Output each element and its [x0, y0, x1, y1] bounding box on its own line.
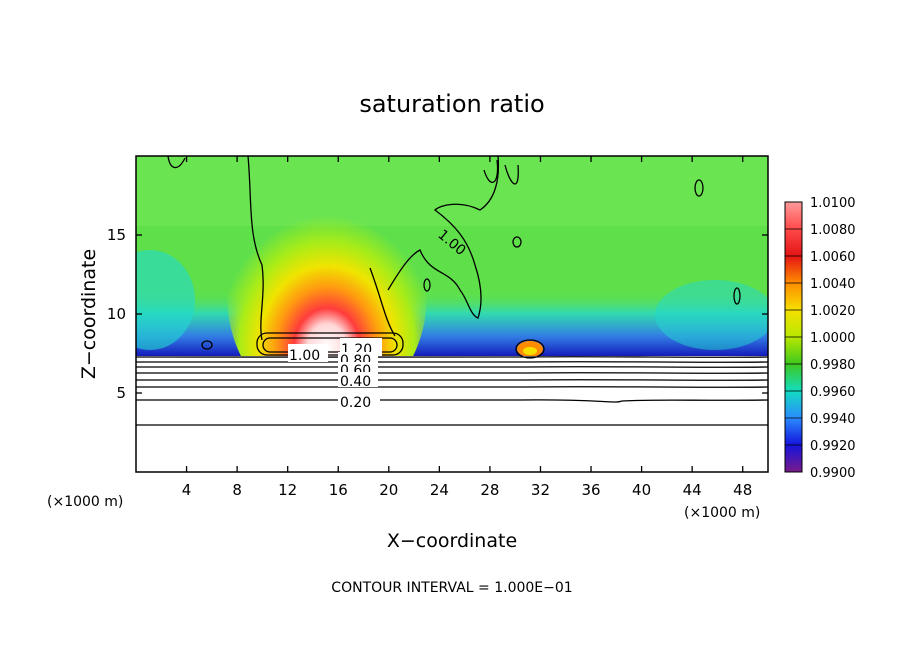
contour-line-1.00-right: [369, 156, 500, 337]
colorbar-label: 0.9900: [810, 466, 856, 481]
x-tick-label: 40: [632, 481, 651, 499]
contour-line-0.80: [136, 356, 768, 358]
contour-isolated-2: [512, 236, 522, 248]
lower-layer: [136, 356, 768, 472]
x-unit-right: (×1000 m): [684, 505, 760, 521]
colorbar-label: 1.0100: [810, 196, 856, 211]
x-tick-label: 32: [531, 481, 550, 499]
cyan-patch-right: [655, 280, 768, 350]
colorbar: 1.0100 1.0080 1.0060 1.0040 1.0020 1.0000 0.99…: [784, 196, 856, 481]
x-tick-label: 4: [182, 481, 192, 499]
y-tick-label: 5: [116, 384, 126, 402]
colorbar-label: 0.9940: [810, 412, 856, 427]
colorbar-label: 1.0060: [810, 250, 856, 265]
contour-cloud-inner: [262, 337, 398, 353]
label-bg-0.40: [338, 372, 378, 387]
contour-interval-note: CONTOUR INTERVAL = 1.000E−01: [331, 580, 572, 596]
colorbar-label: 0.9980: [810, 358, 856, 373]
y-tick-label: 10: [107, 305, 126, 323]
y-axis-label: Z−coordinate: [78, 249, 100, 379]
contour-line-1.00-top-left: [167, 156, 186, 169]
contour-isolated-3: [423, 278, 431, 292]
contour-line-0.40a: [136, 372, 768, 374]
contour-isolated-4: [733, 287, 741, 305]
colorbar-labels: 1.0100 1.0080 1.0060 1.0040 1.0020 1.0000 0.99…: [785, 196, 856, 481]
label-bg-1.00: [288, 344, 328, 362]
colorbar-label: 1.0020: [810, 304, 856, 319]
colorbar-label: 0.9960: [810, 385, 856, 400]
contour-line-0.60a: [136, 361, 768, 363]
x-tick-label: 24: [430, 481, 449, 499]
plot-area: 1.00 1.20 0.80 0.60 0.40 0.20 1.00: [136, 156, 768, 472]
colorbar-label: 1.0000: [810, 331, 856, 346]
x-axis-ticks: 4 8 12 16 20 24 28 32 36 40 44 48: [182, 156, 752, 499]
x-tick-label: 36: [581, 481, 600, 499]
contour-line-0.40b: [136, 379, 768, 381]
contour-line-1.00-upper: [247, 156, 264, 341]
x-axis-label: X−coordinate: [387, 530, 517, 552]
colorbar-label: 1.0080: [810, 223, 856, 238]
x-tick-label: 20: [379, 481, 398, 499]
contour-line-1.00-top-right: [483, 159, 519, 185]
secondary-cell-core: [523, 347, 537, 355]
contour-line-0.30: [136, 386, 768, 388]
contour-line-0.60b: [136, 366, 768, 368]
upper-field-tint: [136, 156, 768, 226]
contour-label-0.20: 0.20: [340, 395, 371, 411]
contour-line-0.20: [136, 399, 768, 403]
contour-cloud-outline: [256, 332, 404, 356]
contour-lines: [136, 156, 768, 426]
contour-label-0.40: 0.40: [340, 374, 371, 390]
y-axis-ticks: 5 10 15: [107, 226, 768, 402]
cyan-patch-left: [136, 250, 195, 350]
contour-secondary-cell: [515, 339, 545, 359]
colorbar-label: 0.9920: [810, 439, 856, 454]
chart-title: saturation ratio: [359, 90, 544, 118]
label-bg-0.20: [338, 393, 380, 408]
x-tick-label: 8: [232, 481, 242, 499]
x-tick-label: 48: [733, 481, 752, 499]
x-tick-label: 12: [278, 481, 297, 499]
colorbar-label: 1.0040: [810, 277, 856, 292]
x-tick-label: 44: [683, 481, 702, 499]
contour-label-1.00: 1.00: [289, 348, 320, 364]
contour-isolated-5: [201, 340, 213, 350]
contour-isolated-1: [694, 179, 704, 197]
x-tick-label: 28: [480, 481, 499, 499]
label-bg-1.20: [340, 338, 382, 356]
x-tick-label: 16: [329, 481, 348, 499]
x-unit-left: (×1000 m): [47, 494, 123, 510]
y-tick-label: 15: [107, 226, 126, 244]
